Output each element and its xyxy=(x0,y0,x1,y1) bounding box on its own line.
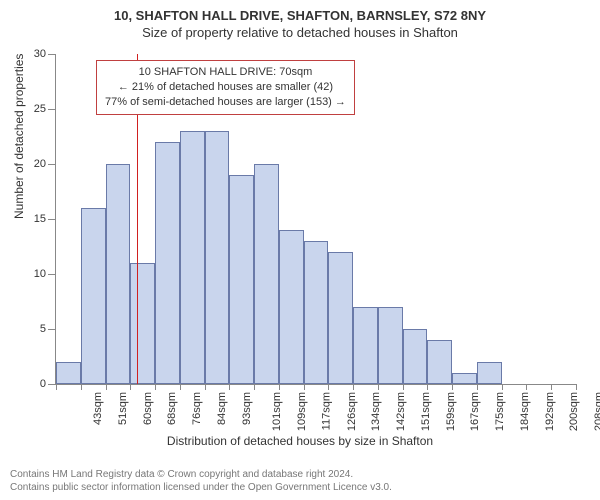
histogram-bar xyxy=(452,373,477,384)
histogram-bar xyxy=(403,329,428,384)
histogram-bar xyxy=(155,142,180,384)
x-tick-label: 134sqm xyxy=(371,392,383,431)
x-tick xyxy=(427,384,428,390)
info-line-2: ← 21% of detached houses are smaller (42… xyxy=(105,80,346,95)
page-title: 10, SHAFTON HALL DRIVE, SHAFTON, BARNSLE… xyxy=(0,0,600,23)
x-tick xyxy=(130,384,131,390)
histogram-bar xyxy=(378,307,403,384)
histogram-bar xyxy=(477,362,502,384)
x-tick xyxy=(180,384,181,390)
y-tick-label: 0 xyxy=(40,378,46,390)
y-tick xyxy=(48,54,56,55)
x-tick xyxy=(378,384,379,390)
footer-line-1: Contains HM Land Registry data © Crown c… xyxy=(10,468,392,481)
plot-area: 10 SHAFTON HALL DRIVE: 70sqm ← 21% of de… xyxy=(55,54,576,385)
x-tick-label: 142sqm xyxy=(395,392,407,431)
x-tick-label: 43sqm xyxy=(92,392,104,425)
x-tick-label: 84sqm xyxy=(216,392,228,425)
y-tick-label: 5 xyxy=(40,323,46,335)
x-tick xyxy=(328,384,329,390)
histogram-bar xyxy=(279,230,304,384)
x-tick-label: 51sqm xyxy=(117,392,129,425)
x-tick-label: 68sqm xyxy=(166,392,178,425)
info-line-3: 77% of semi-detached houses are larger (… xyxy=(105,95,346,110)
x-tick xyxy=(304,384,305,390)
y-tick-label: 10 xyxy=(34,268,46,280)
histogram-bar xyxy=(229,175,254,384)
x-tick-label: 126sqm xyxy=(346,392,358,431)
histogram-bar xyxy=(328,252,353,384)
x-tick xyxy=(106,384,107,390)
histogram-bar xyxy=(81,208,106,384)
x-tick xyxy=(576,384,577,390)
y-tick xyxy=(48,219,56,220)
y-tick xyxy=(48,109,56,110)
x-tick-label: 109sqm xyxy=(296,392,308,431)
x-tick-label: 167sqm xyxy=(470,392,482,431)
histogram-bar xyxy=(180,131,205,384)
x-tick xyxy=(403,384,404,390)
x-tick xyxy=(81,384,82,390)
footer-attribution: Contains HM Land Registry data © Crown c… xyxy=(10,468,392,494)
info-box: 10 SHAFTON HALL DRIVE: 70sqm ← 21% of de… xyxy=(96,60,355,115)
info-line-1: 10 SHAFTON HALL DRIVE: 70sqm xyxy=(105,65,346,80)
y-tick-label: 30 xyxy=(34,48,46,60)
x-tick xyxy=(551,384,552,390)
histogram-chart: Number of detached properties 10 SHAFTON… xyxy=(0,44,600,454)
x-tick xyxy=(205,384,206,390)
x-tick xyxy=(452,384,453,390)
x-tick-label: 208sqm xyxy=(593,392,600,431)
x-tick xyxy=(526,384,527,390)
x-tick-label: 159sqm xyxy=(445,392,457,431)
x-tick-label: 101sqm xyxy=(271,392,283,431)
x-tick-label: 93sqm xyxy=(241,392,253,425)
x-tick xyxy=(155,384,156,390)
x-tick xyxy=(279,384,280,390)
y-tick-label: 25 xyxy=(34,103,46,115)
y-tick-label: 20 xyxy=(34,158,46,170)
x-axis-label: Distribution of detached houses by size … xyxy=(0,434,600,448)
histogram-bar xyxy=(427,340,452,384)
histogram-bar xyxy=(205,131,230,384)
histogram-bar xyxy=(106,164,131,384)
x-tick-label: 200sqm xyxy=(569,392,581,431)
x-tick-label: 184sqm xyxy=(519,392,531,431)
histogram-bar xyxy=(56,362,81,384)
x-tick xyxy=(254,384,255,390)
y-tick xyxy=(48,274,56,275)
y-tick xyxy=(48,329,56,330)
x-tick-label: 175sqm xyxy=(494,392,506,431)
x-tick xyxy=(477,384,478,390)
histogram-bar xyxy=(353,307,378,384)
footer-line-2: Contains public sector information licen… xyxy=(10,481,392,494)
x-tick-label: 151sqm xyxy=(420,392,432,431)
x-tick xyxy=(502,384,503,390)
histogram-bar xyxy=(304,241,329,384)
y-tick-label: 15 xyxy=(34,213,46,225)
x-tick-label: 117sqm xyxy=(320,392,332,430)
x-tick-label: 76sqm xyxy=(191,392,203,425)
y-axis-label: Number of detached properties xyxy=(12,54,26,219)
y-tick xyxy=(48,164,56,165)
x-tick-label: 60sqm xyxy=(142,392,154,425)
x-tick xyxy=(56,384,57,390)
x-tick-label: 192sqm xyxy=(544,392,556,431)
x-tick xyxy=(229,384,230,390)
histogram-bar xyxy=(130,263,155,384)
histogram-bar xyxy=(254,164,279,384)
y-tick xyxy=(48,384,56,385)
x-tick xyxy=(353,384,354,390)
page-subtitle: Size of property relative to detached ho… xyxy=(0,23,600,44)
